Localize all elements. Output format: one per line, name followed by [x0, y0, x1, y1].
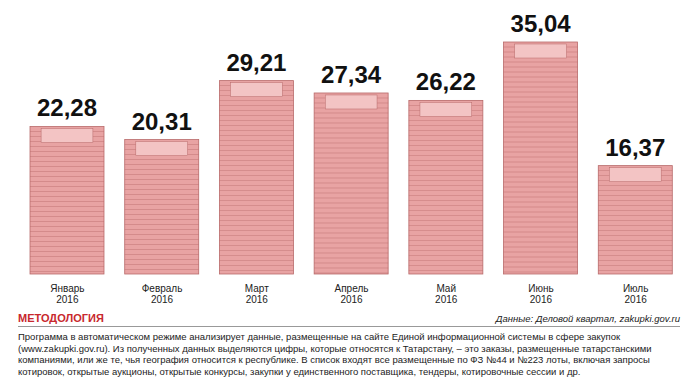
svg-text:26,22: 26,22 [416, 68, 476, 95]
svg-text:27,34: 27,34 [321, 61, 382, 88]
svg-text:29,21: 29,21 [226, 49, 286, 76]
svg-text:20,31: 20,31 [132, 108, 192, 135]
svg-text:Январь2016: Январь2016 [50, 283, 84, 305]
svg-text:Апрель2016: Апрель2016 [335, 283, 369, 305]
svg-text:Июнь2016: Июнь2016 [528, 283, 553, 305]
html-text:Программа в автоматическом реж: Программа в автоматическом режиме анализ… [18, 331, 652, 377]
svg-text:Март2016: Март2016 [245, 283, 269, 305]
svg-text:Май2016: Май2016 [435, 283, 458, 305]
html-text:Данные: Деловой квартал, zakup: Данные: Деловой квартал, zakupki.gov.ru [495, 313, 680, 324]
svg-text:Февраль2016: Февраль2016 [142, 283, 183, 305]
svg-text:16,37: 16,37 [605, 134, 665, 161]
svg-text:35,04: 35,04 [511, 10, 572, 37]
html-text:МЕТОДОЛОГИЯ: МЕТОДОЛОГИЯ [18, 312, 104, 324]
svg-text:Июль2016: Июль2016 [623, 283, 649, 305]
svg-text:22,28: 22,28 [37, 94, 97, 121]
